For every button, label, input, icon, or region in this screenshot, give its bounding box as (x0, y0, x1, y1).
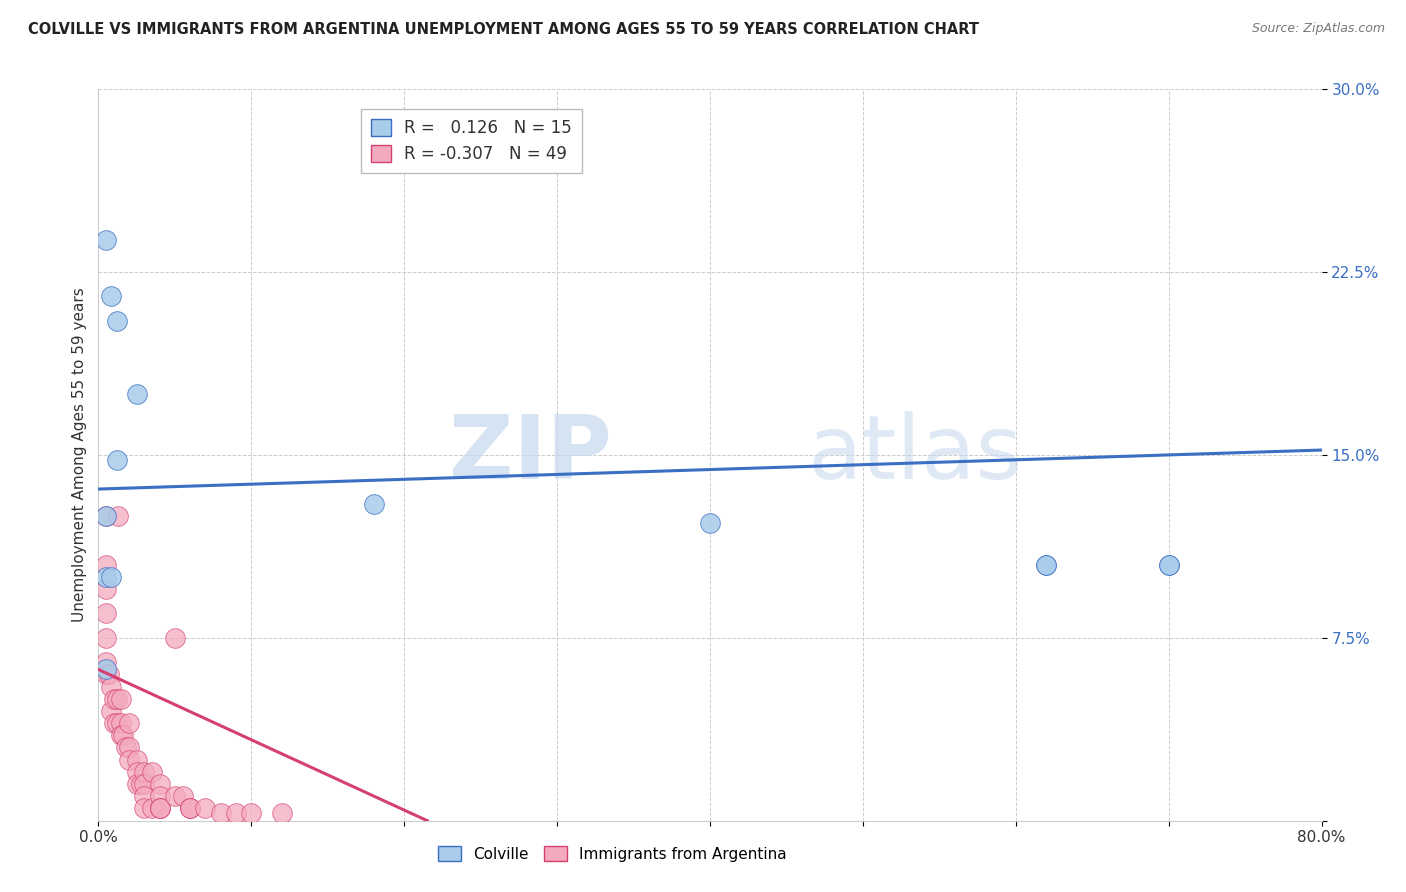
Point (125, 387, 148, 401)
Point (149, 801, 172, 815)
Point (179, 801, 201, 815)
Point (110, 728, 132, 742)
Point (134, 789, 156, 804)
Text: ZIP: ZIP (450, 411, 612, 499)
Text: Source: ZipAtlas.com: Source: ZipAtlas.com (1251, 22, 1385, 36)
Point (103, 691, 125, 706)
Legend: Colville, Immigrants from Argentina: Colville, Immigrants from Argentina (432, 839, 793, 868)
Point (100, 704, 122, 718)
Point (100, 289, 122, 303)
Point (105, 452, 128, 467)
Point (94, 607, 117, 621)
Point (94, 233, 117, 247)
Point (134, 801, 156, 815)
Point (149, 789, 172, 804)
Point (115, 740, 138, 755)
Point (118, 753, 141, 767)
Point (699, 516, 721, 531)
Point (1035, 558, 1057, 572)
Point (94, 558, 117, 572)
Point (149, 801, 172, 815)
Point (94, 570, 117, 584)
Point (105, 691, 128, 706)
Point (118, 740, 141, 755)
Point (110, 691, 132, 706)
Point (141, 801, 163, 815)
Point (194, 801, 217, 815)
Point (134, 764, 156, 779)
Point (94, 631, 117, 645)
Text: atlas: atlas (808, 411, 1024, 499)
Point (163, 631, 186, 645)
Point (125, 753, 148, 767)
Point (209, 806, 232, 821)
Point (179, 801, 201, 815)
Point (163, 789, 186, 804)
Point (100, 680, 122, 694)
Point (172, 789, 194, 804)
Point (141, 764, 163, 779)
Point (129, 777, 152, 791)
Point (105, 716, 128, 731)
Point (111, 728, 134, 742)
Point (149, 801, 172, 815)
Point (125, 764, 148, 779)
Point (94, 667, 117, 681)
Point (149, 777, 172, 791)
Point (225, 806, 247, 821)
Point (118, 716, 141, 731)
Point (94, 582, 117, 596)
Point (105, 314, 128, 328)
Y-axis label: Unemployment Among Ages 55 to 59 years: Unemployment Among Ages 55 to 59 years (72, 287, 87, 623)
Point (100, 570, 122, 584)
Point (1157, 558, 1180, 572)
Point (110, 716, 132, 731)
Point (98, 667, 121, 681)
Point (134, 777, 156, 791)
Point (94, 655, 117, 669)
Point (179, 801, 201, 815)
Point (1035, 558, 1057, 572)
Point (94, 663, 117, 677)
Point (103, 716, 125, 731)
Text: COLVILLE VS IMMIGRANTS FROM ARGENTINA UNEMPLOYMENT AMONG AGES 55 TO 59 YEARS COR: COLVILLE VS IMMIGRANTS FROM ARGENTINA UN… (28, 22, 979, 37)
Point (107, 508, 129, 523)
Point (240, 806, 263, 821)
Point (94, 508, 117, 523)
Point (94, 508, 117, 523)
Point (1157, 558, 1180, 572)
Point (125, 777, 148, 791)
Point (270, 806, 292, 821)
Point (363, 497, 385, 511)
